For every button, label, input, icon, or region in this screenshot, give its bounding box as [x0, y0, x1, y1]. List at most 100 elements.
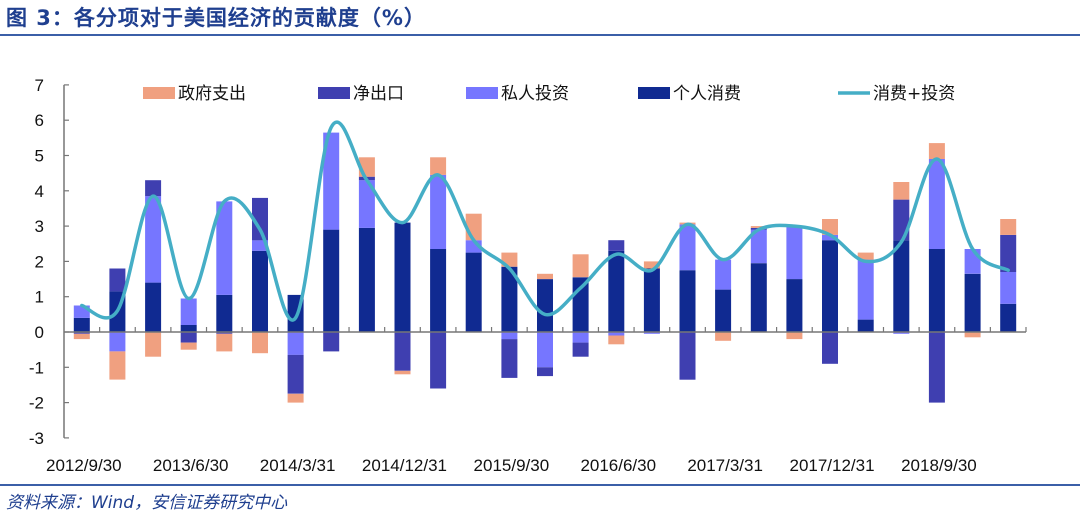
bar-segment	[537, 273, 553, 280]
x-tick-label: 2017/12/31	[789, 456, 874, 475]
bar-segment	[323, 229, 340, 332]
bar-segment	[893, 240, 910, 332]
bar-segment	[287, 393, 304, 403]
bar-segment	[822, 234, 838, 241]
y-tick-label: -3	[29, 429, 44, 448]
bar-segment	[394, 332, 411, 371]
legend: 政府支出 净出口 私人投资 个人消费 消费+投资	[143, 84, 955, 104]
bar-segment	[608, 250, 625, 332]
bar-segment	[643, 332, 660, 334]
chart-title: 图 3：各分项对于美国经济的贡献度（%）	[6, 6, 426, 30]
bar-segment	[394, 222, 411, 332]
x-tick-label: 2012/9/30	[46, 456, 122, 475]
bar-segment	[750, 263, 767, 332]
bar-segment	[109, 268, 126, 292]
bar-segment	[928, 159, 945, 249]
bar-segment	[572, 332, 589, 343]
legend-color-swatch	[466, 87, 498, 99]
bar-segment	[750, 229, 767, 264]
bar-segment	[928, 249, 945, 332]
bar-segment	[822, 332, 838, 364]
bar-segment	[180, 324, 197, 332]
bar-segment	[572, 342, 589, 357]
bar-segment	[893, 182, 910, 200]
bar-segment	[216, 332, 233, 334]
bar-segment	[109, 351, 126, 380]
bar-segment	[608, 332, 625, 336]
x-tick-label: 2018/9/30	[901, 456, 977, 475]
legend-label: 净出口	[353, 84, 404, 104]
bar-segment	[1000, 303, 1017, 332]
y-tick-label: 5	[35, 147, 44, 166]
y-tick-label: 2	[35, 252, 44, 271]
x-tick-label: 2014/3/31	[260, 456, 336, 475]
bar-segment	[252, 240, 268, 251]
y-tick-label: 4	[35, 182, 44, 201]
bar-segment	[430, 174, 447, 249]
legend-label: 政府支出	[178, 84, 246, 104]
bar-segment	[323, 332, 340, 352]
legend-item: 个人消费	[638, 84, 741, 104]
bar-segment	[537, 367, 553, 377]
legend-label: 消费+投资	[873, 84, 955, 104]
bar-segment	[608, 240, 625, 251]
legend-item: 净出口	[318, 84, 404, 104]
bar-segment	[822, 240, 838, 332]
x-tick-label: 2016/6/30	[580, 456, 656, 475]
y-tick-label: 7	[35, 76, 44, 95]
bar-segment	[145, 196, 162, 283]
bar-segment	[73, 317, 90, 332]
bar-segment	[928, 143, 945, 159]
bar-segment	[786, 332, 803, 340]
bar-segment	[252, 250, 268, 332]
stacked-bar-line-chart: 政府支出 净出口 私人投资 个人消费 消费+投资 -3 -2 -1 0 1 2 3 4 5 6 7 2012…	[29, 76, 1027, 475]
bar-segment	[822, 219, 838, 235]
consumption-investment-line	[80, 120, 1010, 322]
bar-segment	[145, 332, 162, 357]
title-divider	[0, 34, 1080, 36]
bar-segment	[750, 226, 767, 228]
bar-segment	[394, 370, 411, 375]
bar-segment	[287, 332, 304, 355]
bar-segment	[1000, 234, 1017, 272]
bar-segment	[501, 332, 518, 340]
axes: -3 -2 -1 0 1 2 3 4 5 6 7	[29, 76, 1027, 448]
bar-segment	[145, 282, 162, 332]
bar-segment	[501, 339, 518, 378]
y-tick-label: 0	[35, 323, 44, 342]
legend-item: 私人投资	[466, 84, 569, 104]
y-tick-label: -2	[29, 394, 44, 413]
bar-segment	[358, 180, 375, 228]
bar-segment	[287, 354, 304, 394]
bar-segment	[608, 335, 625, 345]
bar-segment	[216, 201, 233, 295]
legend-label: 个人消费	[673, 84, 741, 104]
legend-label: 私人投资	[501, 84, 569, 104]
legend-item: 政府支出	[143, 84, 246, 104]
bar-segment	[964, 273, 981, 332]
bar-segment	[180, 298, 197, 325]
line-series-group	[80, 120, 1010, 322]
bar-segment	[145, 180, 162, 197]
bar-segment	[928, 332, 945, 403]
x-tick-label: 2015/9/30	[474, 456, 550, 475]
bar-segment	[180, 332, 197, 343]
bar-segment	[715, 332, 732, 341]
bar-segment	[180, 342, 197, 350]
bar-segment	[73, 332, 90, 334]
bar-segment	[857, 252, 874, 260]
x-tick-label: 2017/3/31	[687, 456, 763, 475]
bar-segment	[109, 332, 126, 352]
legend-item: 消费+投资	[838, 84, 955, 104]
bar-segment	[679, 270, 696, 332]
source-note: 资料来源：Wind，安信证券研究中心	[6, 493, 288, 513]
bar-segment	[537, 332, 553, 368]
y-tick-label: 1	[35, 288, 44, 307]
bar-segment	[679, 224, 696, 271]
bar-segment	[465, 252, 482, 332]
bar-segment	[964, 332, 981, 338]
bar-segment	[786, 226, 803, 279]
bar-segment	[679, 332, 696, 380]
bar-segment	[1000, 219, 1017, 235]
y-tick-label: 3	[35, 217, 44, 236]
